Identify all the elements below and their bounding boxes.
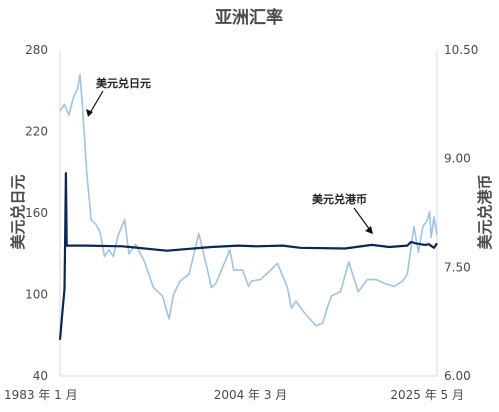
y-left-tick-label: 280: [25, 43, 48, 57]
hkd-arrow-head: [365, 226, 373, 234]
x-tick-label: 2025 年 5 月: [390, 388, 464, 402]
x-tick-label: 1983 年 1 月: [4, 388, 78, 402]
y-left-axis-title: 美元兑日元: [9, 174, 27, 249]
series-lines: [58, 73, 438, 340]
usd-hkd-line: [58, 172, 438, 340]
hkd-annotation: 美元兑港币: [312, 192, 367, 206]
y-right-tick-label: 7.50: [444, 260, 471, 274]
y-right-tick-label: 6.00: [444, 369, 471, 383]
jpy-arrow-head: [86, 109, 93, 117]
chart-title: 亚洲汇率: [215, 7, 283, 28]
y-left-tick-label: 40: [33, 369, 48, 383]
jpy-arrow-line: [89, 90, 104, 114]
usd-jpy-line: [59, 73, 438, 327]
x-tick-label: 2004 年 3 月: [214, 388, 288, 402]
y-right-tick-label: 10.50: [444, 43, 478, 57]
y-left-tick-label: 220: [25, 125, 48, 139]
hkd-arrow-line: [353, 207, 371, 231]
y-right-tick-label: 9.00: [444, 152, 471, 166]
axes: [59, 50, 438, 377]
tick-labels: 40 100 160 220 280 6.00 7.50 9.00 10.50 1983 年 1 …: [4, 43, 478, 402]
jpy-annotation: 美元兑日元: [96, 76, 151, 90]
y-right-axis-title: 美元兑港币: [476, 174, 494, 249]
y-left-tick-label: 100: [25, 288, 48, 302]
y-left-tick-label: 160: [25, 206, 48, 220]
